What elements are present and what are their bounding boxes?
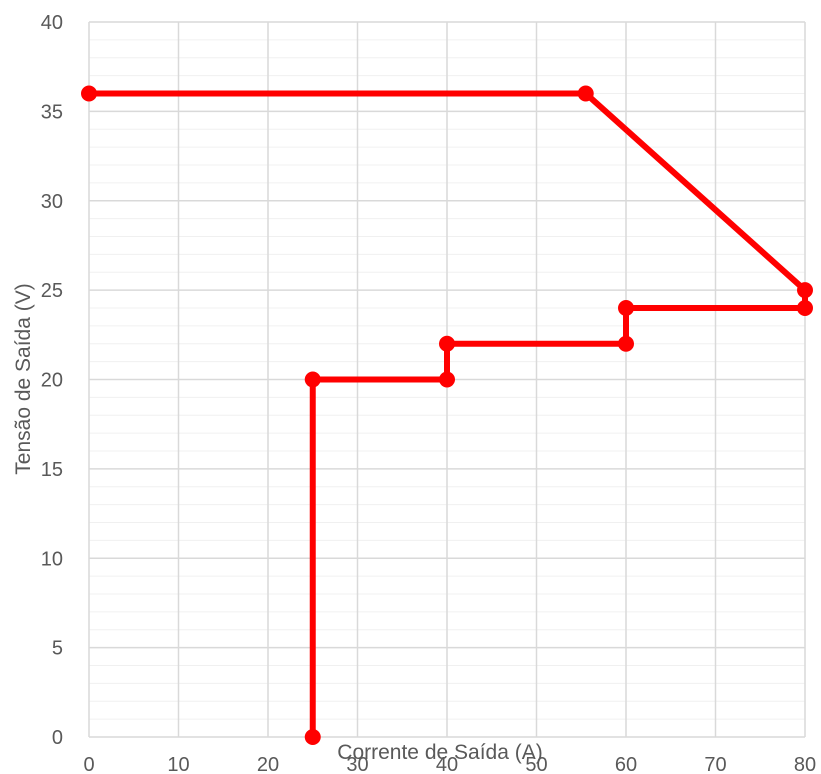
data-point (304, 729, 321, 745)
y-tick-label: 40 (41, 12, 63, 34)
data-point (439, 371, 455, 388)
y-tick-label: 5 (52, 638, 63, 660)
y-tick-label: 15 (41, 459, 63, 481)
data-point (797, 282, 813, 299)
data-point (304, 371, 321, 388)
y-tick-label: 30 (41, 191, 63, 213)
x-tick-label: 60 (615, 754, 637, 774)
y-axis-title: Tensão de Saída (V) (12, 283, 35, 474)
x-tick-label: 80 (794, 754, 816, 774)
data-point (618, 300, 634, 316)
x-tick-label: 20 (257, 754, 279, 774)
y-tick-labels: 0 5 10 15 20 25 30 35 40 (41, 12, 63, 749)
x-axis-title: Corrente de Saída (A) (337, 741, 542, 764)
x-tick-label: 50 (525, 754, 547, 774)
y-tick-label: 20 (41, 370, 63, 392)
data-point (439, 335, 455, 352)
series-line (89, 90, 808, 737)
x-tick-label: 70 (704, 754, 726, 774)
data-point (618, 335, 634, 352)
data-point (577, 85, 594, 102)
major-gridlines (88, 21, 806, 738)
x-tick-label: 0 (83, 754, 94, 774)
x-tick-label: 40 (436, 754, 458, 774)
y-tick-label: 35 (41, 101, 63, 123)
series-group (81, 85, 813, 745)
data-point (797, 300, 813, 316)
y-tick-label: 10 (41, 548, 63, 570)
data-point (81, 85, 97, 102)
x-tick-label: 10 (167, 754, 189, 774)
y-tick-label: 25 (41, 280, 63, 302)
x-tick-labels: 0 10 20 30 40 50 60 70 80 (83, 754, 816, 774)
y-tick-label: 0 (52, 727, 63, 749)
x-tick-label: 30 (346, 754, 368, 774)
